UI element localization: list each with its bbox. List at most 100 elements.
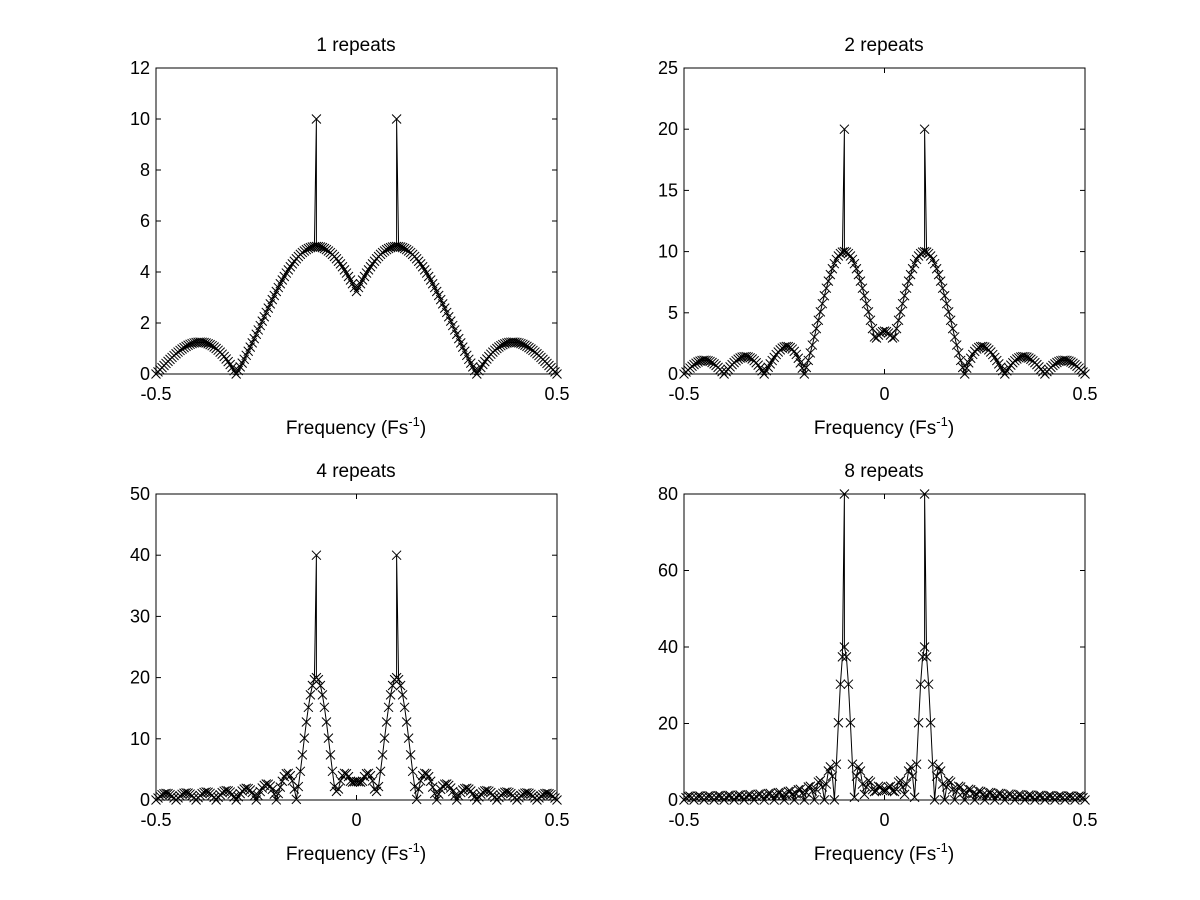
- data-point-marker: [1038, 792, 1048, 803]
- data-point-marker: [895, 775, 906, 786]
- data-point-marker: [383, 702, 394, 713]
- data-point-marker: [512, 337, 522, 348]
- data-point-marker: [861, 782, 872, 792]
- data-point-marker: [905, 269, 916, 280]
- data-point-marker: [783, 786, 794, 797]
- data-point-marker: [273, 788, 284, 799]
- subplot-title: 4 repeats: [316, 461, 395, 482]
- data-point-marker: [799, 795, 810, 805]
- y-tick-label: 60: [658, 561, 678, 581]
- data-point-marker: [805, 781, 816, 792]
- data-point-marker: [859, 789, 870, 800]
- data-point-marker: [467, 788, 478, 799]
- data-point-marker: [187, 338, 197, 349]
- data-point-marker: [935, 276, 946, 286]
- data-point-marker: [979, 795, 990, 805]
- data-point-marker: [863, 307, 874, 317]
- data-point-marker: [839, 124, 850, 135]
- data-point-marker: [825, 761, 836, 772]
- series-marks: [679, 489, 1090, 805]
- data-point-marker: [949, 332, 960, 342]
- data-point-marker: [540, 788, 550, 799]
- data-point-marker: [821, 283, 832, 294]
- data-point-marker: [833, 717, 844, 728]
- data-point-marker: [811, 323, 822, 334]
- data-point-marker: [819, 290, 830, 301]
- data-point-marker: [885, 781, 896, 792]
- data-point-marker: [281, 268, 292, 278]
- data-point-marker: [845, 717, 856, 728]
- x-tick-label: -0.5: [668, 810, 699, 830]
- data-point-marker: [925, 717, 936, 728]
- data-point-marker: [359, 771, 370, 782]
- data-point-marker: [937, 779, 948, 789]
- y-tick-label: 40: [658, 637, 678, 657]
- data-point-marker: [385, 690, 396, 700]
- y-tick-label: 40: [130, 545, 150, 565]
- data-point-marker: [325, 750, 336, 760]
- data-point-marker: [953, 348, 964, 358]
- data-point-marker: [421, 768, 432, 779]
- data-point-marker: [847, 759, 858, 770]
- data-point-marker: [315, 680, 326, 691]
- data-point-marker: [923, 679, 934, 690]
- data-point-marker: [305, 242, 316, 253]
- data-point-marker: [299, 733, 310, 744]
- data-point-marker: [739, 351, 750, 362]
- data-point-marker: [377, 750, 388, 760]
- data-point-marker: [949, 795, 960, 805]
- data-point-marker: [851, 771, 862, 781]
- data-point-marker: [419, 264, 430, 275]
- data-point-marker: [975, 341, 986, 352]
- data-point-marker: [431, 795, 442, 805]
- y-tick-label: 6: [140, 211, 150, 231]
- x-axis-label: Frequency (Fs-1): [814, 840, 954, 865]
- y-tick-label: 15: [658, 180, 678, 200]
- data-point-marker: [891, 784, 902, 795]
- data-point-marker: [429, 788, 440, 799]
- data-point-marker: [381, 717, 392, 727]
- data-point-marker: [815, 775, 826, 786]
- y-tick-label: 0: [140, 364, 150, 384]
- data-point-marker: [518, 789, 528, 799]
- data-point-marker: [520, 788, 530, 798]
- data-point-marker: [899, 789, 910, 800]
- data-point-marker: [379, 733, 390, 744]
- data-point-marker: [945, 777, 956, 787]
- data-point-marker: [839, 642, 850, 652]
- data-point-marker: [955, 355, 966, 366]
- data-point-marker: [985, 787, 996, 798]
- data-point-marker: [293, 781, 304, 792]
- series-marks: [151, 114, 562, 379]
- data-point-marker: [931, 771, 942, 781]
- data-point-marker: [891, 323, 902, 334]
- data-point-marker: [817, 782, 828, 792]
- data-point-marker: [823, 276, 834, 286]
- data-point-marker: [727, 792, 737, 802]
- data-point-marker: [865, 777, 876, 787]
- data-point-marker: [417, 261, 428, 272]
- data-point-marker: [295, 766, 306, 777]
- data-point-marker: [337, 261, 348, 272]
- y-tick-label: 0: [668, 364, 678, 384]
- data-point-marker: [841, 652, 852, 662]
- data-point-marker: [321, 717, 332, 727]
- data-point-marker: [843, 679, 854, 690]
- data-point-marker: [405, 750, 416, 760]
- data-point-marker: [827, 771, 838, 781]
- data-point-marker: [983, 787, 994, 798]
- data-point-marker: [957, 362, 968, 373]
- data-point-marker: [909, 792, 920, 803]
- data-point-marker: [895, 307, 906, 317]
- data-point-marker: [311, 114, 322, 124]
- data-point-marker: [179, 788, 189, 799]
- data-point-marker: [917, 652, 928, 662]
- y-tick-label: 20: [658, 119, 678, 139]
- data-point-marker: [887, 333, 898, 343]
- data-point-marker: [945, 315, 956, 326]
- data-point-marker: [959, 795, 970, 805]
- data-point-marker: [927, 759, 938, 770]
- data-point-marker: [819, 795, 830, 805]
